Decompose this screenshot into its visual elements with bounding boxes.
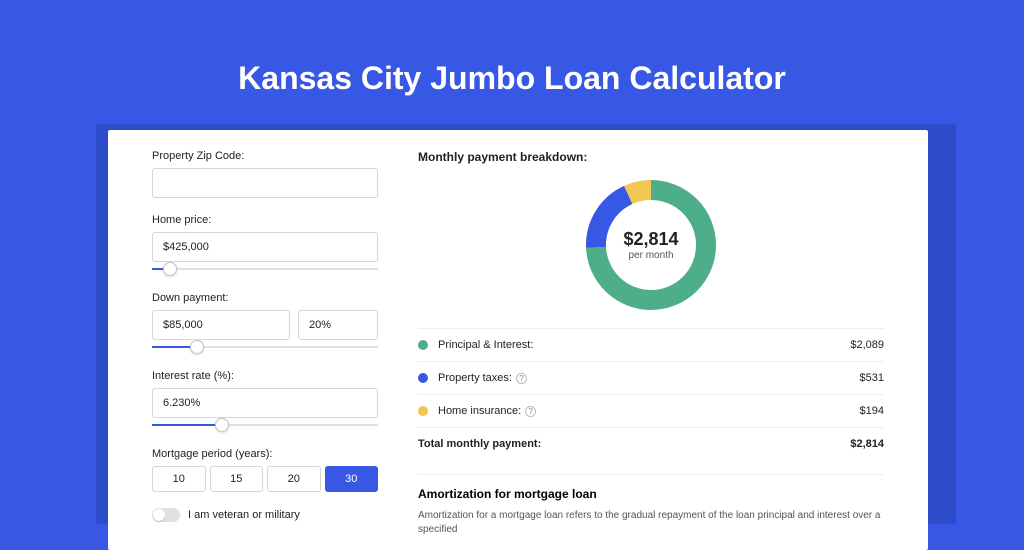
zip-field-block: Property Zip Code: bbox=[152, 150, 378, 200]
legend-row: Property taxes:?$531 bbox=[418, 362, 884, 395]
down-payment-block: Down payment: bbox=[152, 292, 378, 356]
legend-dot bbox=[418, 340, 428, 350]
form-column: Property Zip Code: Home price: Down paym… bbox=[108, 130, 398, 550]
legend-dot bbox=[418, 406, 428, 416]
slider-thumb[interactable] bbox=[215, 418, 229, 432]
home-price-input[interactable] bbox=[152, 232, 378, 262]
results-column: Monthly payment breakdown: $2,814 per mo… bbox=[398, 130, 928, 550]
donut-center: $2,814 per month bbox=[586, 180, 716, 310]
period-button-30[interactable]: 30 bbox=[325, 466, 379, 492]
legend-row: Home insurance:?$194 bbox=[418, 395, 884, 428]
donut-chart: $2,814 per month bbox=[586, 180, 716, 310]
interest-rate-label: Interest rate (%): bbox=[152, 370, 378, 382]
amortization-section: Amortization for mortgage loan Amortizat… bbox=[418, 474, 884, 537]
down-payment-amount-input[interactable] bbox=[152, 310, 290, 340]
interest-rate-slider[interactable] bbox=[152, 418, 378, 434]
amortization-title: Amortization for mortgage loan bbox=[418, 487, 884, 501]
legend-total-value: $2,814 bbox=[850, 438, 884, 450]
down-payment-label: Down payment: bbox=[152, 292, 378, 304]
home-price-label: Home price: bbox=[152, 214, 378, 226]
home-price-block: Home price: bbox=[152, 214, 378, 278]
period-button-15[interactable]: 15 bbox=[210, 466, 264, 492]
interest-rate-input[interactable] bbox=[152, 388, 378, 418]
slider-fill bbox=[152, 424, 222, 426]
legend-label: Home insurance:? bbox=[438, 405, 860, 417]
donut-sub: per month bbox=[628, 250, 673, 261]
page-title: Kansas City Jumbo Loan Calculator bbox=[0, 0, 1024, 121]
down-payment-row bbox=[152, 310, 378, 342]
period-block: Mortgage period (years): 10152030 bbox=[152, 448, 378, 492]
veteran-label: I am veteran or military bbox=[188, 509, 300, 521]
zip-input[interactable] bbox=[152, 168, 378, 198]
period-button-10[interactable]: 10 bbox=[152, 466, 206, 492]
slider-thumb[interactable] bbox=[163, 262, 177, 276]
amortization-text: Amortization for a mortgage loan refers … bbox=[418, 509, 884, 537]
legend-value: $194 bbox=[860, 405, 884, 417]
veteran-toggle-row: I am veteran or military bbox=[152, 508, 378, 522]
donut-wrap: $2,814 per month bbox=[418, 170, 884, 328]
slider-track bbox=[152, 268, 378, 270]
interest-rate-block: Interest rate (%): bbox=[152, 370, 378, 434]
legend-row: Principal & Interest:$2,089 bbox=[418, 329, 884, 362]
breakdown-legend: Principal & Interest:$2,089Property taxe… bbox=[418, 328, 884, 460]
period-label: Mortgage period (years): bbox=[152, 448, 378, 460]
legend-label: Property taxes:? bbox=[438, 372, 860, 384]
period-row: 10152030 bbox=[152, 466, 378, 492]
legend-total-row: Total monthly payment:$2,814 bbox=[418, 428, 884, 460]
period-button-20[interactable]: 20 bbox=[267, 466, 321, 492]
toggle-knob bbox=[153, 509, 165, 521]
help-icon[interactable]: ? bbox=[516, 373, 527, 384]
legend-total-label: Total monthly payment: bbox=[418, 438, 850, 450]
home-price-slider[interactable] bbox=[152, 262, 378, 278]
legend-value: $531 bbox=[860, 372, 884, 384]
calculator-card: Property Zip Code: Home price: Down paym… bbox=[108, 130, 928, 550]
slider-thumb[interactable] bbox=[190, 340, 204, 354]
down-payment-percent-input[interactable] bbox=[298, 310, 378, 340]
breakdown-title: Monthly payment breakdown: bbox=[418, 150, 884, 164]
legend-value: $2,089 bbox=[850, 339, 884, 351]
help-icon[interactable]: ? bbox=[525, 406, 536, 417]
down-payment-slider[interactable] bbox=[152, 340, 378, 356]
veteran-toggle[interactable] bbox=[152, 508, 180, 522]
legend-label: Principal & Interest: bbox=[438, 339, 850, 351]
legend-dot bbox=[418, 373, 428, 383]
donut-amount: $2,814 bbox=[623, 229, 678, 250]
zip-label: Property Zip Code: bbox=[152, 150, 378, 162]
